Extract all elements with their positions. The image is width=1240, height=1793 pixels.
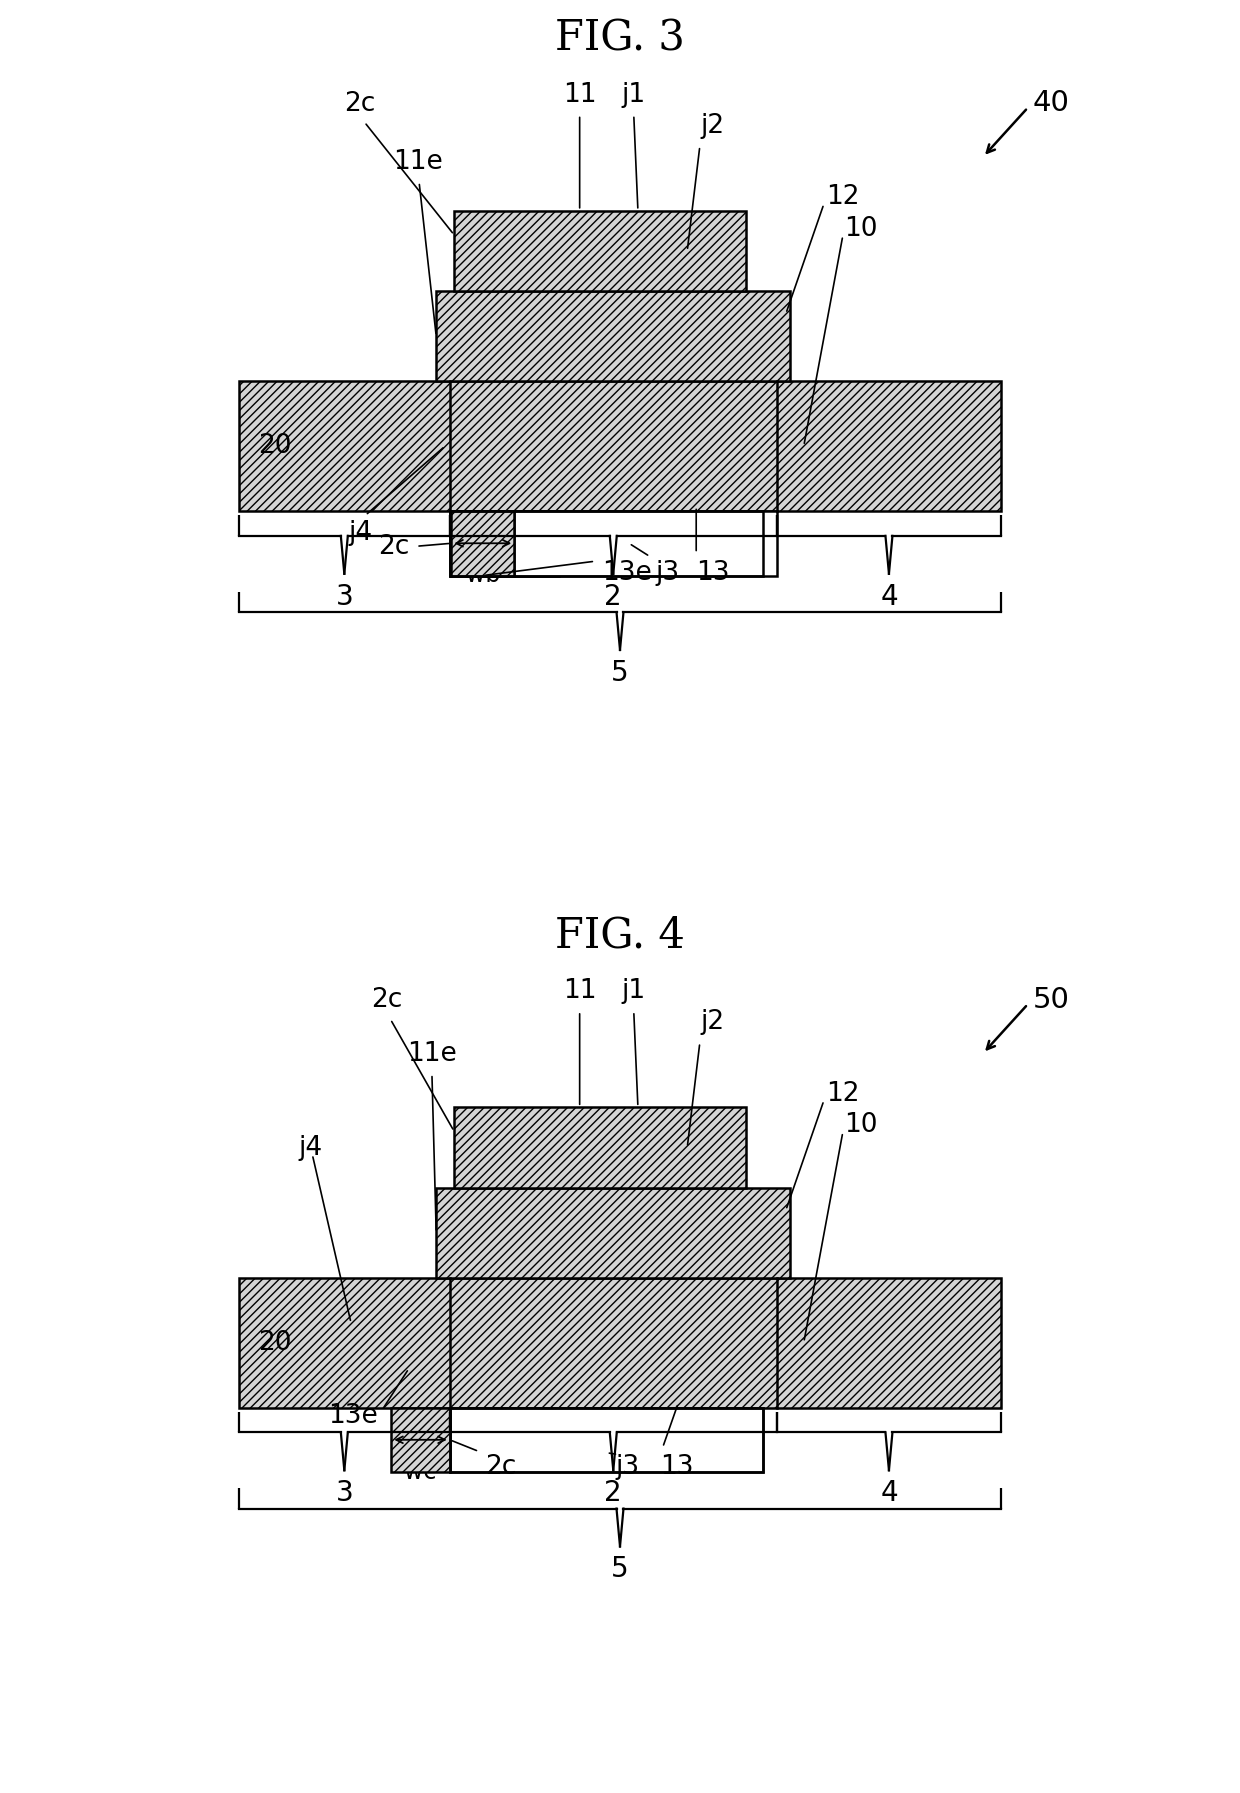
Text: 11: 11 <box>563 81 596 108</box>
Text: 11: 11 <box>563 977 596 1004</box>
Bar <box>239 1277 1001 1408</box>
Text: 12: 12 <box>826 185 859 210</box>
Bar <box>515 511 777 576</box>
Bar <box>392 1408 450 1472</box>
Text: 20: 20 <box>258 1329 291 1356</box>
Bar <box>454 1106 745 1187</box>
Bar <box>436 290 790 380</box>
Text: 2c: 2c <box>378 534 409 559</box>
Text: wb: wb <box>466 563 500 586</box>
Text: 50: 50 <box>1033 986 1069 1013</box>
Text: FIG. 3: FIG. 3 <box>556 18 684 59</box>
Text: 2c: 2c <box>371 986 403 1013</box>
Text: 5: 5 <box>611 1555 629 1583</box>
Text: wc: wc <box>404 1460 436 1483</box>
Bar <box>450 511 764 576</box>
Text: 13e: 13e <box>603 559 652 586</box>
Text: 2: 2 <box>604 583 622 611</box>
Text: j4: j4 <box>299 1135 322 1160</box>
Text: j2: j2 <box>701 1009 725 1035</box>
Text: 2c: 2c <box>345 90 376 117</box>
Text: 12: 12 <box>826 1081 859 1106</box>
Text: j1: j1 <box>621 977 646 1004</box>
Text: 20: 20 <box>258 432 291 459</box>
Text: 5: 5 <box>611 658 629 687</box>
Text: 40: 40 <box>1033 90 1069 117</box>
Bar <box>451 511 515 576</box>
Bar <box>436 1187 790 1277</box>
Text: 10: 10 <box>844 1112 878 1139</box>
Text: j2: j2 <box>701 113 725 138</box>
Bar <box>450 511 559 576</box>
Bar <box>454 210 745 290</box>
Text: 10: 10 <box>844 215 878 242</box>
Text: FIG. 4: FIG. 4 <box>556 914 684 956</box>
Text: 3: 3 <box>336 583 353 611</box>
Text: 11e: 11e <box>407 1040 456 1067</box>
Text: 4: 4 <box>880 1479 898 1508</box>
Text: j1: j1 <box>621 81 646 108</box>
Bar <box>450 1408 764 1472</box>
Text: j3: j3 <box>656 559 680 586</box>
Bar <box>239 382 1001 511</box>
Text: 4: 4 <box>880 583 898 611</box>
Text: 2c: 2c <box>486 1454 517 1481</box>
Text: 11e: 11e <box>393 149 443 174</box>
Text: j3: j3 <box>615 1454 640 1481</box>
Text: 3: 3 <box>336 1479 353 1508</box>
Bar <box>451 511 515 576</box>
Bar <box>450 1408 764 1472</box>
Text: 13: 13 <box>696 559 729 586</box>
Text: j4: j4 <box>348 520 372 547</box>
Text: 2: 2 <box>604 1479 622 1508</box>
Text: 13e: 13e <box>329 1404 378 1429</box>
Text: 13: 13 <box>661 1454 694 1481</box>
Bar <box>450 511 453 576</box>
